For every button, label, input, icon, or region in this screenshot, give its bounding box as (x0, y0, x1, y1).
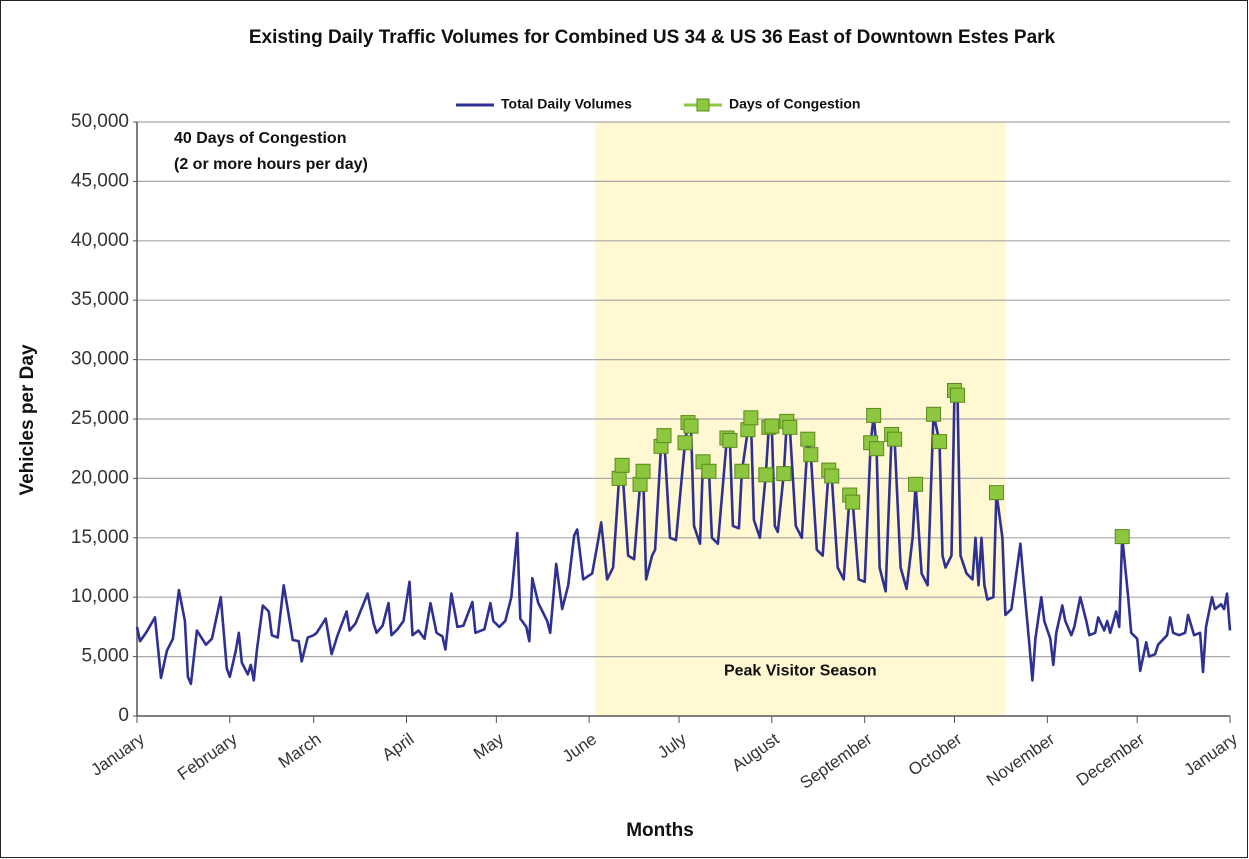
congestion-marker (701, 463, 717, 479)
y-tick-label: 40,000 (71, 230, 129, 251)
y-tick-label: 50,000 (71, 111, 129, 132)
congestion-marker (845, 494, 861, 510)
congestion-marker (764, 418, 780, 434)
congestion-marker (824, 468, 840, 484)
annotation: (2 or more hours per day) (174, 156, 368, 173)
congestion-marker (722, 432, 738, 448)
congestion-marker (1114, 529, 1130, 545)
congestion-marker (683, 418, 699, 434)
x-axis-label: Months (626, 820, 694, 841)
congestion-marker (866, 407, 882, 423)
y-tick-label: 25,000 (71, 408, 129, 429)
congestion-marker (949, 387, 965, 403)
congestion-marker (614, 457, 630, 473)
congestion-marker (743, 410, 759, 426)
congestion-marker (776, 466, 792, 482)
congestion-marker (932, 434, 948, 450)
congestion-marker (734, 463, 750, 479)
y-axis-label: Vehicles per Day (17, 344, 38, 495)
congestion-marker (926, 406, 942, 422)
congestion-marker (869, 441, 885, 457)
y-tick-label: 45,000 (71, 170, 129, 191)
congestion-marker (758, 467, 774, 483)
congestion-marker (908, 476, 924, 492)
congestion-marker (656, 428, 672, 444)
legend-label: Total Daily Volumes (501, 96, 632, 112)
congestion-marker (988, 485, 1004, 501)
congestion-marker (677, 435, 693, 451)
highlight-label: Peak Visitor Season (724, 662, 877, 679)
y-tick-label: 0 (118, 705, 129, 726)
congestion-marker (611, 470, 627, 486)
legend-marker (696, 98, 710, 112)
chart-title: Existing Daily Traffic Volumes for Combi… (249, 27, 1056, 48)
y-tick-label: 35,000 (71, 289, 129, 310)
y-tick-label: 15,000 (71, 527, 129, 548)
y-tick-label: 10,000 (71, 586, 129, 607)
annotation: 40 Days of Congestion (174, 130, 346, 147)
congestion-marker (887, 431, 903, 447)
y-tick-label: 20,000 (71, 467, 129, 488)
y-tick-label: 30,000 (71, 349, 129, 370)
congestion-marker (800, 431, 816, 447)
legend-label: Days of Congestion (729, 96, 860, 112)
y-tick-label: 5,000 (81, 646, 129, 667)
congestion-marker (635, 463, 651, 479)
congestion-marker (782, 419, 798, 435)
congestion-marker (632, 476, 648, 492)
congestion-marker (803, 447, 819, 463)
